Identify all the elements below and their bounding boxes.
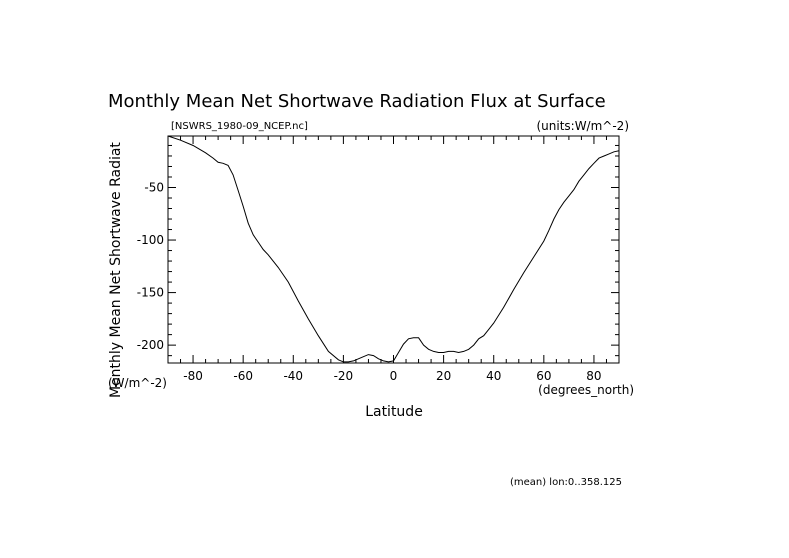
file-label: [NSWRS_1980-09_NCEP.nc] [171,121,308,132]
units-label: (units:W/m^-2) [536,119,629,133]
footer-note: (mean) lon:0..358.125 [510,477,622,488]
x-tick-label: -20 [334,369,354,383]
y-axis: -50 -100 -150 -200 [137,180,619,352]
x-axis-label: Latitude [365,404,423,420]
y-tick-label: -50 [144,180,164,194]
y-axis-label: Monthly Mean Net Shortwave Radiat [108,142,124,398]
x-tick-label: 20 [436,369,451,383]
x-tick-label: 40 [486,369,501,383]
x-tick-label: 60 [536,369,551,383]
y-tick-label: -200 [137,338,164,352]
x-axis: -80 -60 -40 -20 0 20 40 60 80 [183,136,602,383]
series-line [167,135,620,363]
x-tick-label: -40 [283,369,303,383]
y-tick-label: -150 [137,286,164,300]
x-tick-label: 0 [390,369,398,383]
y-tick-label: -100 [137,233,164,247]
plot-frame-border [167,135,620,364]
x-axis-units: (degrees_north) [538,383,634,397]
x-tick-label: -60 [233,369,253,383]
minor-ticks [168,136,619,363]
x-tick-label: -80 [183,369,203,383]
x-tick-label: 80 [586,369,601,383]
plot-area [167,135,620,364]
chart-title: Monthly Mean Net Shortwave Radiation Flu… [108,91,606,112]
y-axis-units: (W/m^-2) [108,376,167,390]
